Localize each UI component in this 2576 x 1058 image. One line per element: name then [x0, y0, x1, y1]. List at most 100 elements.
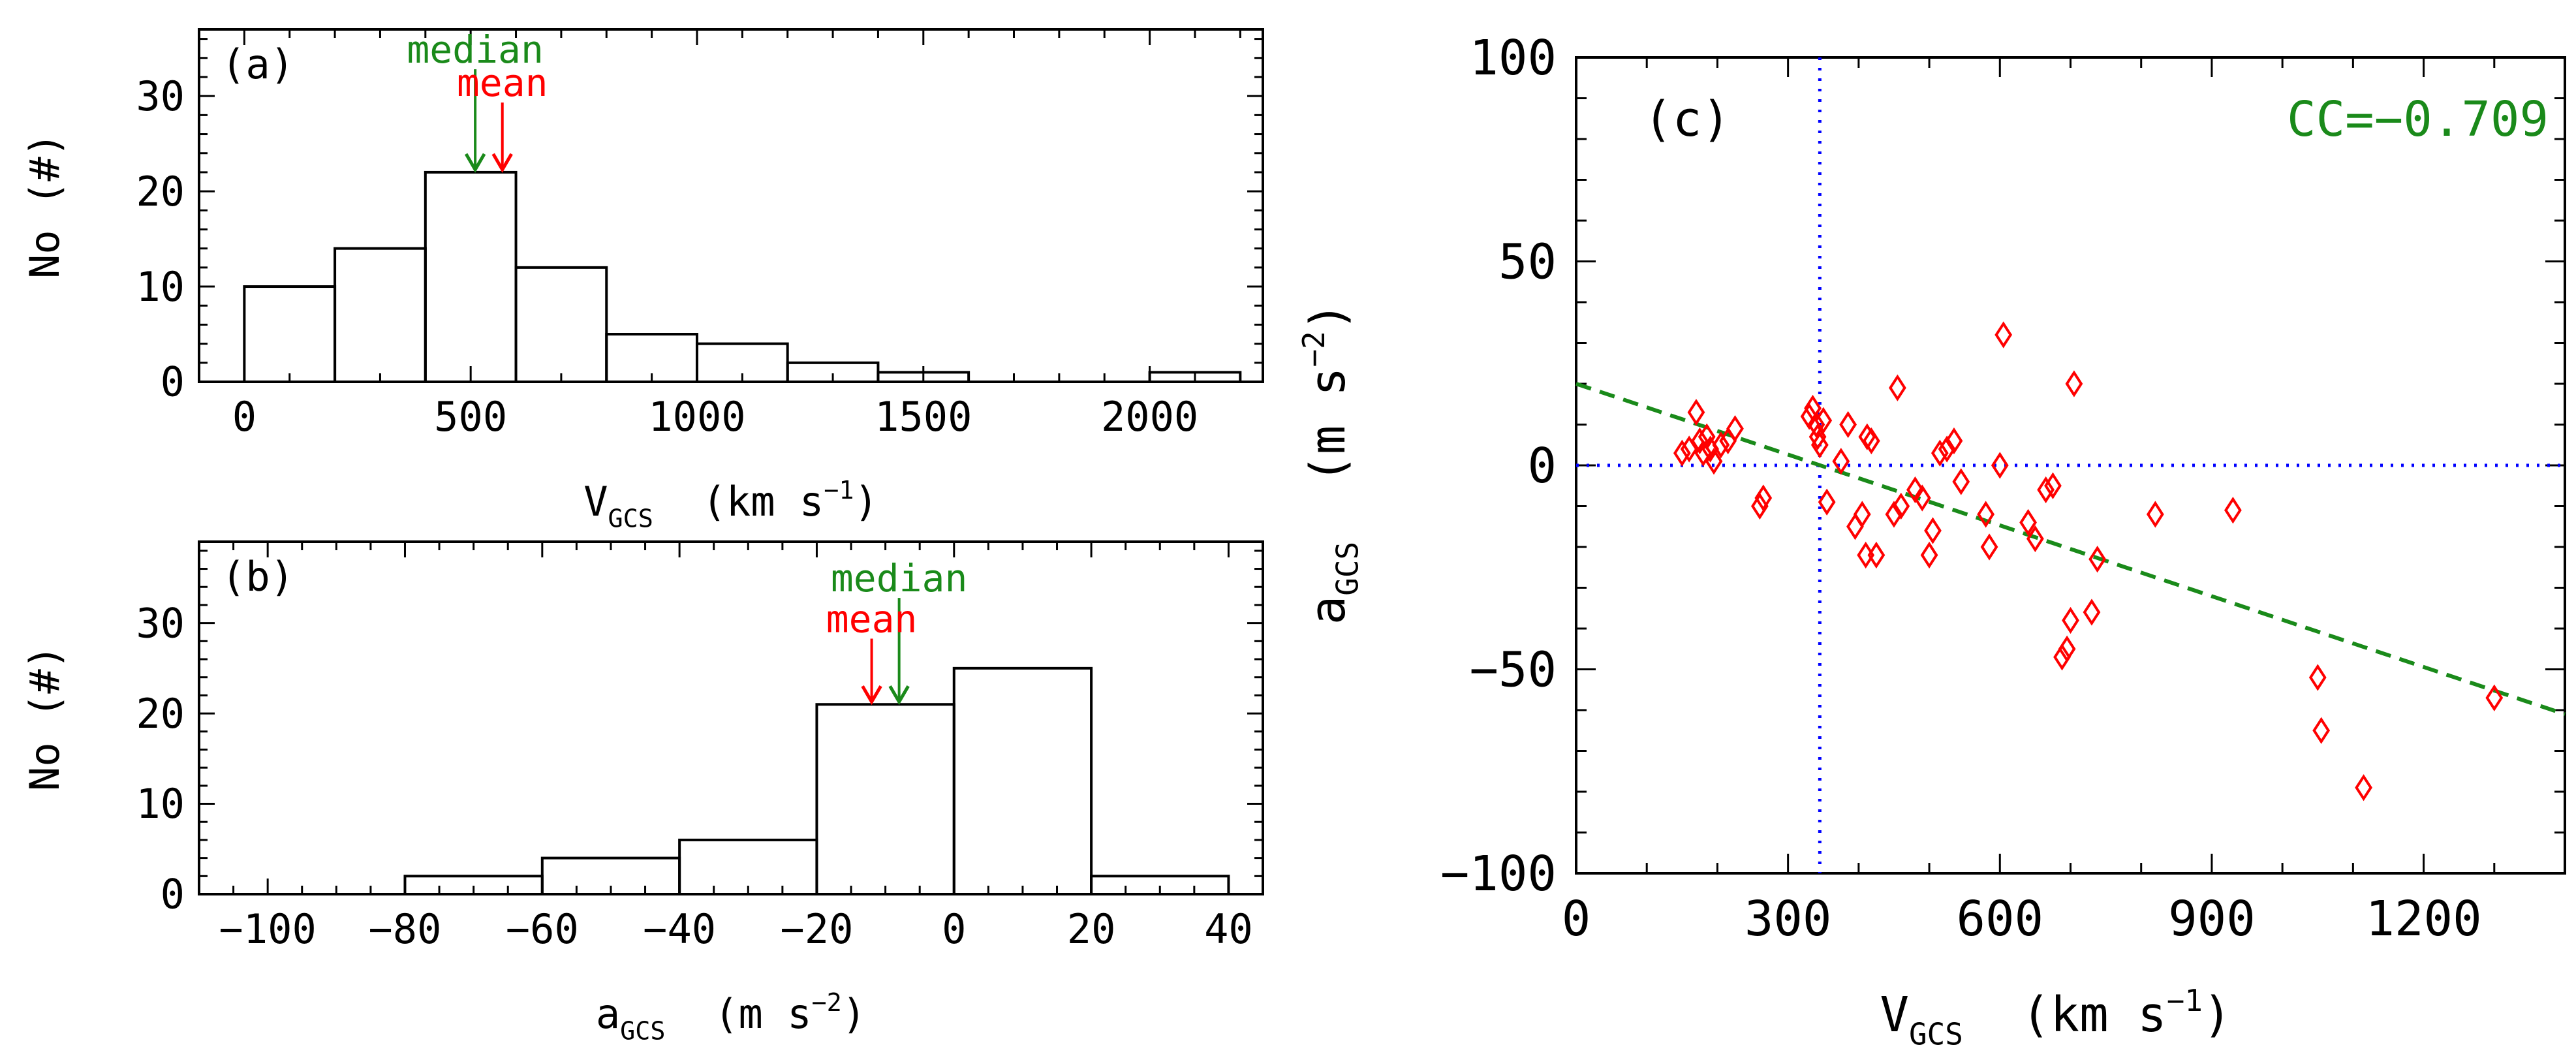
correlation-coefficient: CC=−0.709 — [2287, 91, 2549, 148]
data-point — [1853, 501, 1871, 528]
x-tick-label: 2000 — [1101, 393, 1198, 441]
data-point — [1858, 423, 1876, 450]
annotation-arrow-median-head — [464, 153, 486, 173]
data-point — [1920, 541, 1938, 569]
annotation-mean: mean — [457, 61, 548, 105]
data-point — [1913, 484, 1931, 512]
data-point — [1690, 427, 1709, 455]
data-point — [2026, 525, 2044, 553]
data-point — [1980, 533, 1998, 561]
axes-frame — [198, 540, 1264, 895]
data-point — [1945, 427, 1963, 455]
y-tick-label: 20 — [136, 168, 185, 215]
histogram-bar — [1090, 875, 1230, 896]
data-point — [1885, 501, 1903, 528]
data-point — [1906, 476, 1924, 504]
data-point — [2308, 664, 2327, 691]
x-axis-label-sub: GCS — [1909, 1017, 1963, 1052]
y-tick-label: 50 — [1498, 234, 1557, 290]
data-point — [1754, 484, 1773, 512]
data-point — [2019, 508, 2037, 537]
data-point — [1952, 468, 1970, 495]
data-point — [1839, 411, 1857, 439]
panel-label: (b) — [221, 553, 294, 600]
data-point — [1687, 399, 1705, 426]
data-point — [1857, 541, 1875, 569]
x-axis-label-sup: −1 — [2167, 983, 2203, 1018]
y-axis-label: No (#) — [21, 645, 69, 791]
annotation-mean: mean — [826, 597, 918, 641]
data-point — [1694, 439, 1713, 467]
x-axis-label-sub: GCS — [620, 1016, 665, 1046]
y-tick-label: 0 — [161, 871, 185, 918]
y-tick-label: 0 — [161, 358, 185, 406]
y-tick-label: 10 — [136, 780, 185, 828]
x-axis-label: VGCS (km s−1) — [583, 476, 878, 533]
data-point — [1750, 492, 1769, 520]
x-axis-label-units-open: (m s — [666, 990, 812, 1038]
x-tick-label: 0 — [232, 393, 256, 441]
x-axis-label-text: VGCS (km s−1) — [583, 476, 878, 533]
x-tick-label: −40 — [643, 905, 716, 953]
annotation-median: median — [407, 27, 544, 72]
y-tick-label: −50 — [1469, 642, 1557, 698]
x-tick-label: −80 — [368, 905, 441, 953]
data-point — [2044, 472, 2062, 499]
data-point — [2053, 644, 2071, 671]
axes-frame — [198, 28, 1264, 383]
data-point — [1931, 439, 1949, 467]
data-point — [2037, 476, 2055, 504]
y-axis-label-units-open: (m s — [1300, 367, 1356, 542]
x-tick-label: 1200 — [2365, 891, 2481, 947]
data-point — [2058, 635, 2076, 662]
x-axis-label-units-open: (km s — [1963, 987, 2167, 1043]
data-point — [1807, 411, 1825, 439]
data-point — [1673, 439, 1691, 467]
y-tick-label: −100 — [1440, 846, 1557, 902]
x-axis-label-units-close: ) — [2203, 987, 2232, 1043]
x-tick-label: 900 — [2168, 891, 2256, 947]
data-point — [1888, 374, 1906, 401]
data-point — [1698, 423, 1716, 450]
annotation-arrow-mean-head — [491, 153, 513, 173]
data-point — [1924, 517, 1942, 544]
x-axis-label-text: aGCS (m s−2) — [596, 988, 866, 1046]
x-axis-label-main: a — [596, 990, 620, 1038]
panel-label: (c) — [1643, 91, 1731, 148]
x-tick-label: 600 — [1956, 891, 2043, 947]
y-axis-label: aGCS (m s−2) — [1296, 302, 1365, 625]
data-point — [2088, 546, 2107, 573]
x-axis-label-main: V — [1880, 987, 1909, 1043]
data-point — [2065, 370, 2083, 397]
data-point — [2083, 599, 2101, 626]
y-tick-label: 20 — [136, 690, 185, 738]
data-point — [1977, 501, 1995, 528]
histogram-bar — [243, 285, 337, 383]
y-axis-label: No (#) — [21, 132, 69, 279]
x-axis-label-sup: −1 — [824, 476, 854, 505]
x-axis-label-sub: GCS — [608, 504, 653, 533]
regression-fit-line — [1575, 382, 2566, 717]
histogram-bar — [1148, 371, 1242, 383]
data-point — [1818, 488, 1836, 516]
data-point — [1867, 541, 1885, 569]
x-tick-label: 1000 — [648, 393, 745, 441]
annotation-arrow-median-head — [888, 685, 910, 706]
y-axis-label-sup: −2 — [1296, 331, 1331, 367]
y-axis-label-main: a — [1300, 596, 1356, 625]
x-tick-label: −20 — [780, 905, 853, 953]
y-tick-label: 0 — [1527, 438, 1557, 494]
x-tick-label: 0 — [942, 905, 966, 953]
x-tick-label: 40 — [1204, 905, 1253, 953]
x-tick-label: −100 — [219, 905, 317, 953]
x-tick-label: 0 — [1562, 891, 1591, 947]
panel-b-histogram: −100 −80 −60 −40 −20 0 20 40 0 10 20 30 (b) medianmea… — [21, 540, 1264, 1046]
x-tick-label: 500 — [434, 393, 507, 441]
x-tick-label: 1500 — [875, 393, 972, 441]
data-point — [1800, 403, 1818, 430]
data-point — [1832, 448, 1850, 475]
x-tick-label: 300 — [1745, 891, 1832, 947]
data-point — [1846, 513, 1864, 540]
